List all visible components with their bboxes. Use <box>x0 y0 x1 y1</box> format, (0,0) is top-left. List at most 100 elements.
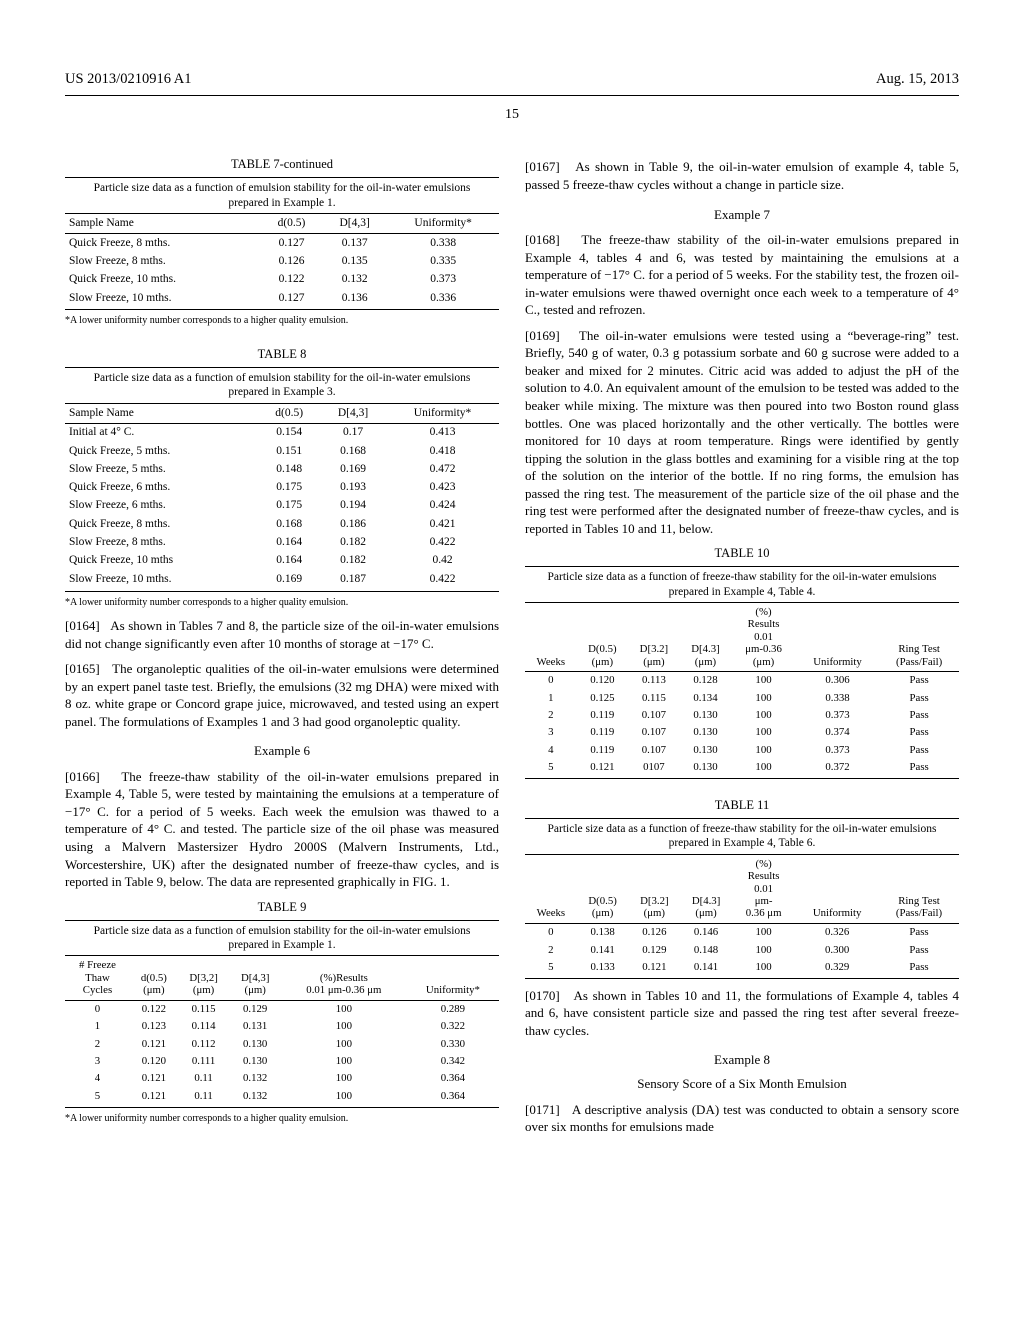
table-cell: Slow Freeze, 10 mths. <box>65 289 261 307</box>
table-cell: 0.121 <box>130 1087 178 1104</box>
table-cell: 0.107 <box>628 741 680 758</box>
paragraph-0164: [0164] As shown in Tables 7 and 8, the p… <box>65 617 499 652</box>
col-header: d(0.5) <box>261 214 322 234</box>
para-number: [0170] <box>525 988 560 1003</box>
table-row: Slow Freeze, 10 mths.0.1690.1870.422 <box>65 570 499 588</box>
table-cell: 0.130 <box>680 724 732 741</box>
table-cell: 0.127 <box>261 234 322 253</box>
table-cell: Slow Freeze, 8 mths. <box>65 534 258 552</box>
table-cell: 0.113 <box>628 672 680 690</box>
paragraph-0166: [0166] The freeze-thaw stability of the … <box>65 768 499 891</box>
col-header: D[4,3] <box>320 404 386 424</box>
table-row: Quick Freeze, 10 mths0.1640.1820.42 <box>65 552 499 570</box>
table-footnote: *A lower uniformity number corresponds t… <box>65 596 499 610</box>
table-cell: 0.130 <box>680 741 732 758</box>
table-cell: 0.175 <box>258 479 320 497</box>
page-number: 15 <box>65 106 959 125</box>
table-cell: Pass <box>879 672 959 690</box>
table-9: TABLE 9 Particle size data as a function… <box>65 899 499 1125</box>
table-cell: 4 <box>525 741 577 758</box>
table-cell: 0.169 <box>320 460 386 478</box>
table-cell: 0.186 <box>320 515 386 533</box>
col-header: Weeks <box>525 855 577 924</box>
table-cell: 0.132 <box>229 1070 281 1087</box>
table-cell: 0.134 <box>680 689 732 706</box>
data-table: Weeks D(0.5)(μm) D[3.2](μm) D[4.3](μm) (… <box>525 603 959 776</box>
table-11: TABLE 11 Particle size data as a functio… <box>525 797 959 979</box>
table-row: 30.1190.1070.1301000.374Pass <box>525 724 959 741</box>
table-cell: 0.122 <box>261 271 322 289</box>
table-cell: 0.132 <box>322 271 387 289</box>
table-cell: 0.364 <box>407 1070 499 1087</box>
table-row: Slow Freeze, 10 mths.0.1270.1360.336 <box>65 289 499 307</box>
table-cell: 100 <box>731 741 796 758</box>
table-8: TABLE 8 Particle size data as a function… <box>65 346 499 609</box>
table-cell: 0 <box>525 672 577 690</box>
table-cell: Quick Freeze, 10 mths. <box>65 271 261 289</box>
table-cell: Pass <box>879 741 959 758</box>
col-header: Uniformity <box>795 855 879 924</box>
table-cell: 100 <box>731 689 796 706</box>
table-cell: 0.373 <box>387 271 499 289</box>
table-cell: 100 <box>732 958 795 975</box>
table-row: Initial at 4° C.0.1540.170.413 <box>65 423 499 442</box>
table-cell: 0.137 <box>322 234 387 253</box>
table-cell: 0.107 <box>628 707 680 724</box>
table-cell: 0.164 <box>258 534 320 552</box>
table-cell: 1 <box>525 689 577 706</box>
col-header: Ring Test(Pass/Fail) <box>879 855 959 924</box>
data-table: Sample Name d(0.5) D[4,3] Uniformity* Qu… <box>65 214 499 307</box>
table-cell: 0.169 <box>258 570 320 588</box>
table-cell: 100 <box>731 759 796 776</box>
para-number: [0168] <box>525 232 560 247</box>
table-title: TABLE 8 <box>65 346 499 363</box>
table-cell: 0.121 <box>130 1035 178 1052</box>
table-cell: 0.119 <box>577 707 629 724</box>
col-header: D[4.3](μm) <box>680 603 732 672</box>
table-cell: 0.114 <box>178 1018 230 1035</box>
table-cell: Pass <box>879 941 959 958</box>
table-cell: Slow Freeze, 6 mths. <box>65 497 258 515</box>
table-cell: 0.112 <box>178 1035 230 1052</box>
col-header: d(0.5)(μm) <box>130 956 178 1000</box>
table-cell: 0.422 <box>386 534 499 552</box>
table-cell: 100 <box>281 1035 407 1052</box>
table-cell: 0.306 <box>796 672 879 690</box>
paragraph-0168: [0168] The freeze-thaw stability of the … <box>525 231 959 319</box>
table-cell: Pass <box>879 724 959 741</box>
data-table: Weeks D(0.5)(μm) D[3.2](μm) D[4.3](μm) (… <box>525 855 959 976</box>
col-header: Uniformity <box>796 603 879 672</box>
table-cell: 0.121 <box>628 958 680 975</box>
table-row: Quick Freeze, 10 mths.0.1220.1320.373 <box>65 271 499 289</box>
table-row: 50.1330.1210.1411000.329Pass <box>525 958 959 975</box>
table-cell: 0.132 <box>229 1087 281 1104</box>
table-row: Quick Freeze, 8 mths.0.1680.1860.421 <box>65 515 499 533</box>
table-cell: 0.372 <box>796 759 879 776</box>
table-cell: Quick Freeze, 8 mths. <box>65 515 258 533</box>
table-cell: 0.151 <box>258 442 320 460</box>
table-cell: 0.119 <box>577 741 629 758</box>
table-cell: 100 <box>281 1053 407 1070</box>
table-cell: 0.423 <box>386 479 499 497</box>
para-text: A descriptive analysis (DA) test was con… <box>525 1102 959 1135</box>
para-text: The freeze-thaw stability of the oil-in-… <box>65 769 499 889</box>
paragraph-0170: [0170] As shown in Tables 10 and 11, the… <box>525 987 959 1040</box>
table-title: TABLE 10 <box>525 545 959 562</box>
table-cell: 4 <box>65 1070 130 1087</box>
table-cell: 100 <box>732 941 795 958</box>
table-row: 30.1200.1110.1301000.342 <box>65 1053 499 1070</box>
table-cell: 0.168 <box>258 515 320 533</box>
table-10: TABLE 10 Particle size data as a functio… <box>525 545 959 779</box>
table-caption: Particle size data as a function of free… <box>525 566 959 603</box>
table-cell: 0.129 <box>628 941 680 958</box>
table-cell: Slow Freeze, 10 mths. <box>65 570 258 588</box>
table-cell: 0.421 <box>386 515 499 533</box>
table-footnote: *A lower uniformity number corresponds t… <box>65 1112 499 1126</box>
table-cell: 100 <box>731 724 796 741</box>
table-row: 10.1250.1150.1341000.338Pass <box>525 689 959 706</box>
table-cell: Pass <box>879 759 959 776</box>
table-cell: 0.135 <box>322 253 387 271</box>
table-row: Slow Freeze, 6 mths.0.1750.1940.424 <box>65 497 499 515</box>
table-cell: 0.141 <box>680 958 732 975</box>
patent-page: US 2013/0210916 A1 Aug. 15, 2013 15 TABL… <box>0 0 1024 1184</box>
